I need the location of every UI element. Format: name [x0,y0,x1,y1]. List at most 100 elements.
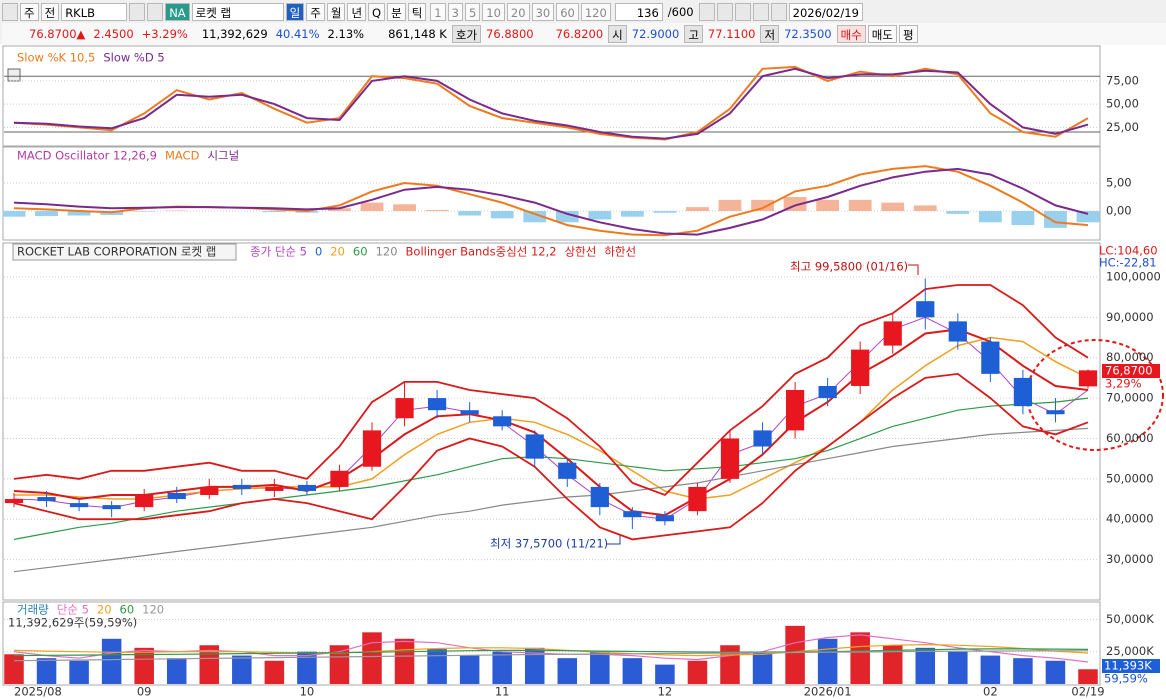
volume-bar [980,655,1001,684]
interval-button[interactable]: 120 [580,3,611,21]
tool-button[interactable] [734,3,751,21]
legend-item: 120 [142,603,164,617]
candle-body [362,430,382,467]
panel-frame [2,601,1101,686]
last-volume-box [1102,659,1160,673]
panel-frame [2,45,1101,147]
oscillator-bar [490,211,514,219]
volume: 11,392,629 [201,27,268,41]
x-tick-label: 02 [983,685,998,699]
volume-bar [720,645,740,684]
period-button[interactable]: Q [368,3,386,21]
volume-bar [36,658,57,684]
min-annotation: 최저 37,5700 (11/21) [490,537,608,551]
volume-bar [297,651,317,684]
min-arrow [606,534,621,545]
series-line [13,316,1089,520]
candle-body [883,321,902,346]
search-button[interactable] [129,3,146,21]
interval-button[interactable]: 1 [430,3,446,21]
candle-body [558,462,577,479]
volume-bar [459,655,480,684]
interval-button[interactable]: 5 [464,3,481,21]
low-label: 저 [760,25,780,43]
oscillator-bar [1011,211,1035,226]
period-button[interactable]: 년 [347,3,367,21]
legend-item: 하한선 [604,245,636,259]
x-tick-label: 10 [300,685,315,699]
x-tick-label: 09 [137,685,152,699]
series-line [13,648,1089,657]
count-max: /600 [667,5,694,19]
period-button[interactable]: 월 [326,3,346,21]
volume-bar [915,647,936,684]
interval-button[interactable]: 30 [531,3,555,21]
ask: 76.8800 [486,27,534,41]
y-tick-label: 75,00 [1106,73,1139,87]
date-input[interactable]: 2026/02/19 [788,3,863,21]
candle-body [200,486,219,496]
oscillator-bar [458,211,482,216]
candle-body [297,484,317,491]
y-tick-label: 40,0000 [1106,512,1154,526]
tool-button[interactable] [716,3,733,21]
series-line [14,336,1089,500]
last-price-box [1102,364,1160,378]
volume-bar [264,660,285,684]
interval-button[interactable]: 60 [556,3,579,21]
oscillator-bar [67,211,91,216]
buy-button[interactable]: 매수 [836,25,866,43]
max-arrow [908,264,919,275]
icon-button[interactable] [2,3,18,21]
oscillator-bar [132,211,156,212]
legend-item: 20 [97,603,112,617]
candle-body [427,398,447,411]
volume-bar [101,638,122,684]
oscillator-bar [555,211,579,223]
settings-button[interactable] [770,3,787,21]
oscillator-bar [523,211,547,223]
volume-bar [687,660,708,684]
period-button[interactable]: 분 [387,3,406,21]
prev-button[interactable]: 전 [40,3,60,21]
interval-button[interactable]: 3 [447,3,463,21]
oscillator-bar [262,211,286,213]
panel-icon[interactable] [7,68,21,82]
y-tick-label: 80,0000 [1106,350,1154,364]
oscillator-bar [978,211,1002,223]
last-price: 76,8700 [1105,364,1153,378]
tool-button[interactable] [752,3,769,21]
y-tick-label: 50,0000 [1106,471,1154,485]
interval-button[interactable]: 10 [482,3,505,21]
high-label: 고 [684,25,703,43]
last-volume: 11,393K [1104,659,1152,673]
volume-bar [1045,660,1066,684]
volume-bar [1078,669,1098,684]
candle-body [688,486,707,512]
period-button[interactable]: 틱 [407,3,427,21]
interval-buttons: 1 3 5 10 20 30 60 120 [430,3,613,21]
tool-button[interactable] [698,3,715,21]
avg-button[interactable]: 평 [898,25,918,43]
turnover: 2.13% [327,27,365,41]
period-button[interactable]: 주 [306,3,325,21]
sell-button[interactable]: 매도 [867,25,897,43]
series-line [13,650,1089,662]
oscillator-bar [425,209,449,212]
period-button[interactable]: 일 [285,3,305,21]
sound-button[interactable] [147,3,164,21]
legend-item: MACD [165,149,200,163]
series-line [13,284,1089,497]
legend-item: 60 [353,245,368,259]
max-annotation: 최고 99,5800 (01/16) [790,260,908,274]
interval-button[interactable]: 20 [506,3,530,21]
y-tick-label: 50,000K [1106,612,1154,626]
symbol-input[interactable]: RKLB [61,3,128,21]
legend-item: 60 [120,603,135,617]
volume-bar [199,645,220,684]
count-input[interactable]: 136 [614,3,663,21]
market-select[interactable]: 주 [20,3,39,21]
volume-bar [785,625,805,684]
